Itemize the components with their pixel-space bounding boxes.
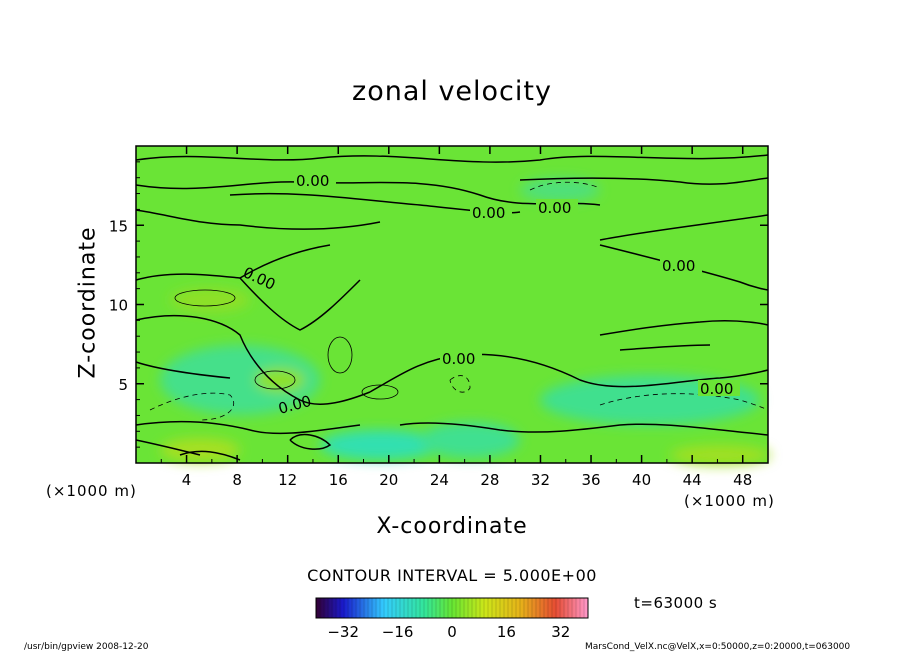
time-label: t=63000 s — [634, 594, 718, 612]
y-tick-label: 5 — [118, 376, 128, 394]
y-tick-label: 10 — [109, 297, 128, 315]
colorbar-ticks: −32 −16 0 16 32 — [319, 598, 585, 641]
y-axis-ticks: 5 10 15 — [109, 161, 768, 448]
contour-lines-negative — [149, 181, 769, 421]
x-axis-unit-left: (×1000 m) — [46, 482, 137, 500]
x-tick-label: 24 — [430, 471, 449, 489]
heatmap-field — [136, 146, 770, 465]
x-axis-label: X-coordinate — [376, 514, 528, 539]
contour-label: 0.00 — [662, 257, 695, 275]
x-tick-label: 36 — [581, 471, 600, 489]
colorbar-tick-label: 16 — [497, 623, 516, 641]
x-tick-label: 28 — [480, 471, 499, 489]
x-tick-label: 32 — [531, 471, 550, 489]
x-axis-ticks: 4 8 12 16 20 24 28 32 36 40 44 48 — [160, 146, 752, 489]
contour-label: 0.00 — [442, 350, 475, 368]
x-tick-label: 8 — [232, 471, 242, 489]
x-tick-label: 4 — [182, 471, 192, 489]
y-tick-label: 15 — [109, 217, 128, 235]
contour-label: 0.00 — [472, 204, 505, 222]
contour-lines-positive — [174, 289, 399, 400]
colorbar-tick-label: 0 — [447, 623, 457, 641]
x-tick-label: 44 — [683, 471, 702, 489]
contour-label: 0.00 — [700, 380, 733, 398]
x-tick-label: 48 — [733, 471, 752, 489]
footer-right: MarsCond_VelX.nc@VelX,x=0:50000,z=0:2000… — [585, 642, 851, 652]
x-axis-unit-right: (×1000 m) — [684, 492, 775, 510]
chart-title: zonal velocity — [352, 76, 552, 107]
colorbar-tick-label: −16 — [382, 623, 414, 641]
x-tick-label: 16 — [329, 471, 348, 489]
contour-lines — [135, 154, 769, 461]
footer-left: /usr/bin/gpview 2008-12-20 — [24, 642, 149, 652]
contour-interval: CONTOUR INTERVAL = 5.000E+00 — [307, 566, 597, 585]
colorbar-tick-label: −32 — [327, 623, 359, 641]
y-axis-label: Z-coordinate — [75, 226, 101, 379]
x-tick-label: 12 — [278, 471, 297, 489]
x-tick-label: 20 — [379, 471, 398, 489]
colorbar-tick-label: 32 — [551, 623, 570, 641]
contour-label: 0.00 — [538, 199, 571, 217]
contour-label: 0.00 — [296, 172, 329, 190]
x-tick-label: 40 — [632, 471, 651, 489]
